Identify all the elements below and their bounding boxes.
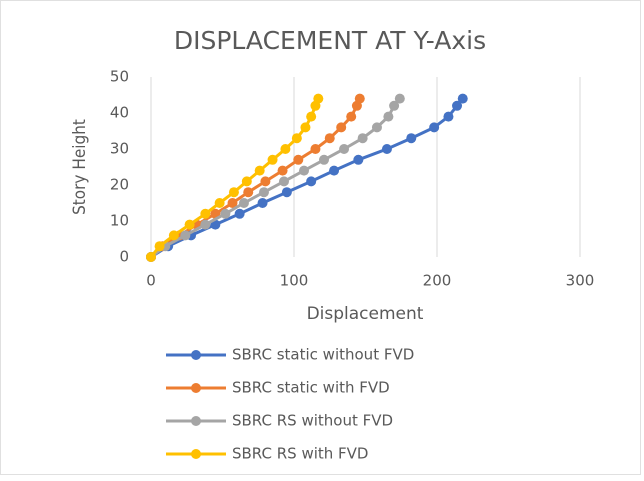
series-line [150,97,401,259]
data-point [227,198,238,208]
x-axis-label: Displacement [307,304,424,324]
legend-label: SBRC RS with FVD [232,445,368,463]
y-axis-label: Story Height [70,119,90,215]
data-point [180,230,191,241]
data-point [371,122,382,133]
data-point [234,208,245,219]
data-point [291,133,302,144]
data-point [381,144,392,154]
data-point [184,219,195,230]
series-line [150,97,464,259]
x-tick-label: 0 [146,272,156,290]
data-point [254,165,265,176]
data-point [200,208,211,219]
data-point [214,198,225,208]
data-point [299,165,310,176]
data-point [406,133,417,144]
series-line [149,98,320,258]
data-point [300,122,311,133]
data-point [357,133,368,144]
data-point [278,176,289,187]
data-point [168,230,179,241]
data-point [324,133,335,144]
data-point [260,176,271,187]
data-point [243,187,254,198]
y-tick-label: 40 [110,104,129,122]
y-tick-label: 0 [119,248,129,266]
x-tick-label: 300 [566,272,595,290]
data-point [257,198,268,208]
y-tick-label: 50 [110,68,129,86]
data-point [267,154,278,165]
legend-marker [191,350,201,360]
data-point [310,144,321,154]
data-point [306,111,317,122]
legend-label: SBRC RS without FVD [232,412,393,430]
data-point [281,187,292,198]
y-tick-label: 30 [110,140,129,158]
data-point [306,176,317,187]
x-tick-label: 100 [280,272,309,290]
data-point [429,122,440,133]
legend-label: SBRC static without FVD [232,346,414,364]
data-point [280,144,291,154]
legend-marker [191,383,201,393]
y-tick-label: 20 [110,176,129,194]
data-point [353,154,364,165]
data-point [146,252,156,262]
data-point [319,154,330,165]
data-point [346,111,357,122]
chart-title: DISPLACEMENT AT Y-Axis [174,26,486,55]
x-tick-label: 200 [423,272,452,290]
data-point [293,154,304,165]
data-point [383,111,394,122]
data-point [336,122,347,133]
series-line [149,98,362,259]
data-point [329,165,340,176]
data-point [354,93,365,104]
data-point [457,93,468,104]
legend-label: SBRC static with FVD [232,379,390,397]
data-point [452,100,463,111]
data-point [241,176,252,187]
data-point [258,187,269,198]
data-point [228,187,239,198]
data-point [238,198,249,208]
data-point [389,100,400,111]
data-point [277,165,288,176]
data-point [339,144,350,154]
legend-marker [191,416,201,426]
data-point [220,208,231,219]
y-tick-label: 10 [110,212,129,230]
data-point [443,111,454,122]
data-point [394,93,405,104]
data-point [313,93,324,104]
legend-marker [191,449,201,459]
data-point [154,241,165,252]
data-point [200,219,211,230]
